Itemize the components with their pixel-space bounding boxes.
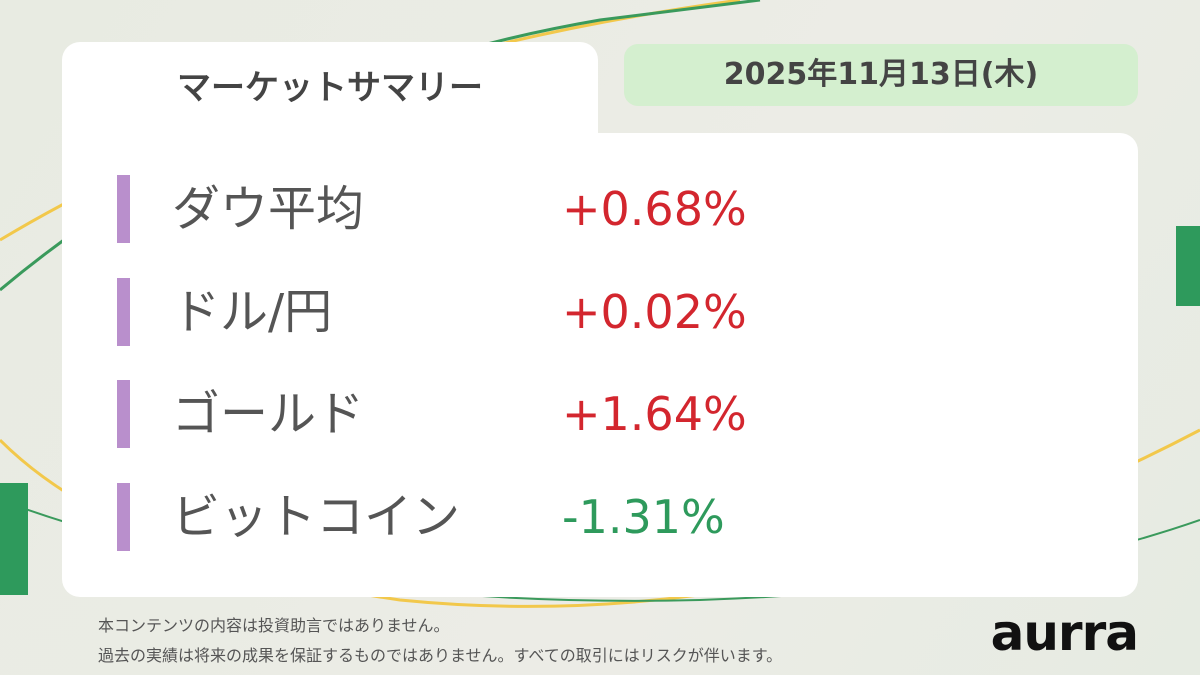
- row-marker: [117, 482, 130, 551]
- date: 2025年11月13日(木): [624, 44, 1138, 106]
- item-name: ドル/円: [172, 283, 333, 340]
- row-marker: [117, 380, 130, 448]
- disclaimer: 本コンテンツの内容は投資助言ではありません。: [98, 616, 450, 635]
- item-name: ゴールド: [172, 386, 365, 442]
- row-marker: [117, 175, 130, 243]
- title: マーケットサマリー: [177, 68, 483, 108]
- brand-logo: aurra: [990, 604, 1139, 662]
- disclaimer: 過去の実績は将来の成果を保証するものではありません。すべての取引にはリスクが伴い…: [98, 646, 783, 665]
- item-change: +0.02%: [562, 284, 747, 339]
- item-change: +1.64%: [562, 387, 747, 441]
- item-change: -1.31%: [562, 489, 725, 544]
- item-change: +0.68%: [562, 182, 747, 236]
- row-marker: [117, 277, 130, 346]
- item-name: ダウ平均: [172, 181, 365, 237]
- card: [62, 133, 1138, 597]
- item-name: ビットコイン: [172, 488, 461, 545]
